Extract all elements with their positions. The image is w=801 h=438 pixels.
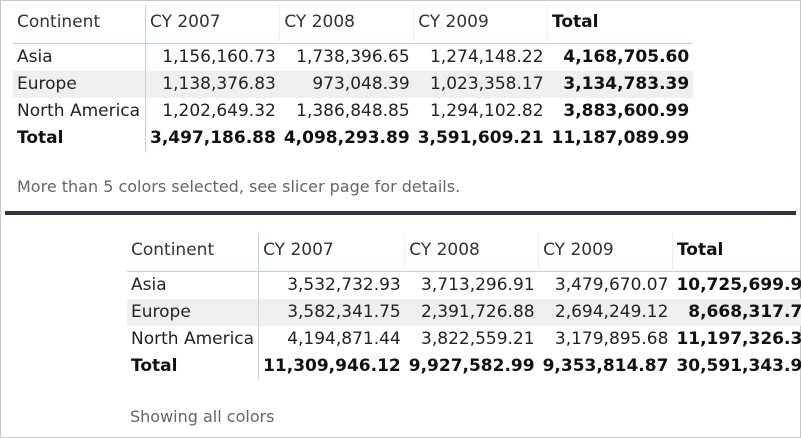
top-matrix-table: Continent CY 2007 CY 2008 CY 2009 Total … [13,5,694,152]
bottom-caption: Showing all colors [130,407,275,426]
total-cell: 11,309,946.12 [263,356,401,376]
total-cell: 9,353,814.87 [542,356,669,376]
table-cell: 1,202,649.32 [162,101,276,121]
row-total-cell: 4,168,705.60 [563,47,690,67]
table-row: Europe 3,582,341.75 2,391,726.88 2,694,2… [127,299,801,326]
header-row: Continent CY 2007 CY 2008 CY 2009 Total [13,5,694,44]
row-total-cell: 11,197,326.32 [676,329,801,349]
table-row: Europe 1,138,376.83 973,048.39 1,023,358… [13,71,694,98]
table-cell: 973,048.39 [279,71,414,98]
table-cell: 3,822,559.21 [421,329,535,349]
table-cell: 3,532,732.93 [287,275,401,295]
total-row: Total 11,309,946.12 9,927,582.99 9,353,8… [127,353,801,380]
column-header-cy2007[interactable]: CY 2007 [145,5,281,44]
column-header-cy2008[interactable]: CY 2008 [279,5,415,44]
total-row-label: Total [13,125,146,152]
table-cell: 1,738,396.65 [296,47,410,67]
column-header-cy2008[interactable]: CY 2008 [404,233,540,272]
bottom-matrix-table: Continent CY 2007 CY 2008 CY 2009 Total … [127,233,801,380]
table-cell: 1,156,160.73 [162,47,276,67]
table-cell: 2,694,249.12 [538,299,673,326]
grand-total-cell: 30,591,343.98 [676,356,801,376]
row-total-cell: 10,725,699.91 [676,275,801,295]
table-cell: 1,138,376.83 [145,71,280,98]
table-cell: 1,023,358.17 [413,71,548,98]
row-total-cell: 8,668,317.75 [672,299,801,326]
table-row: Asia 3,532,732.93 3,713,296.91 3,479,670… [127,271,801,299]
row-label: Asia [13,43,146,71]
table-cell: 4,194,871.44 [287,329,401,349]
table-cell: 2,391,726.88 [404,299,539,326]
table-row: Asia 1,156,160.73 1,738,396.65 1,274,148… [13,43,693,71]
row-label: North America [13,98,146,125]
table-cell: 3,479,670.07 [554,275,669,295]
column-header-cy2009[interactable]: CY 2009 [538,233,673,272]
total-cell: 9,927,582.99 [408,356,535,376]
table-cell: 1,274,148.22 [429,47,544,67]
table-cell: 1,294,102.82 [429,101,544,121]
row-label: Asia [127,271,260,299]
column-header-total[interactable]: Total [676,240,724,260]
table-cell: 3,179,895.68 [554,329,669,349]
row-total-cell: 3,134,783.39 [547,71,694,98]
table-cell: 1,386,848.85 [296,101,410,121]
column-header-cy2009[interactable]: CY 2009 [413,5,549,44]
column-header-total[interactable]: Total [552,12,599,32]
column-header-continent[interactable]: Continent [127,233,260,272]
column-header-cy2007[interactable]: CY 2007 [258,233,406,272]
table-cell: 3,582,341.75 [258,299,405,326]
top-caption: More than 5 colors selected, see slicer … [17,177,461,196]
total-cell: 4,098,293.89 [283,128,410,148]
row-label: Europe [127,299,260,326]
total-cell: 3,591,609.21 [417,128,544,148]
row-label: North America [127,326,260,353]
row-total-cell: 3,883,600.99 [563,101,690,121]
table-cell: 3,713,296.91 [421,275,535,295]
table-row: North America 4,194,871.44 3,822,559.21 … [127,326,801,353]
table-row: North America 1,202,649.32 1,386,848.85 … [13,98,693,125]
total-row-label: Total [127,353,260,380]
section-divider [5,211,796,215]
total-row: Total 3,497,186.88 4,098,293.89 3,591,60… [13,125,693,152]
grand-total-cell: 11,187,089.99 [551,128,690,148]
column-header-continent[interactable]: Continent [13,5,146,44]
row-label: Europe [13,71,146,98]
total-cell: 3,497,186.88 [150,128,276,148]
header-row: Continent CY 2007 CY 2008 CY 2009 Total [127,233,801,272]
